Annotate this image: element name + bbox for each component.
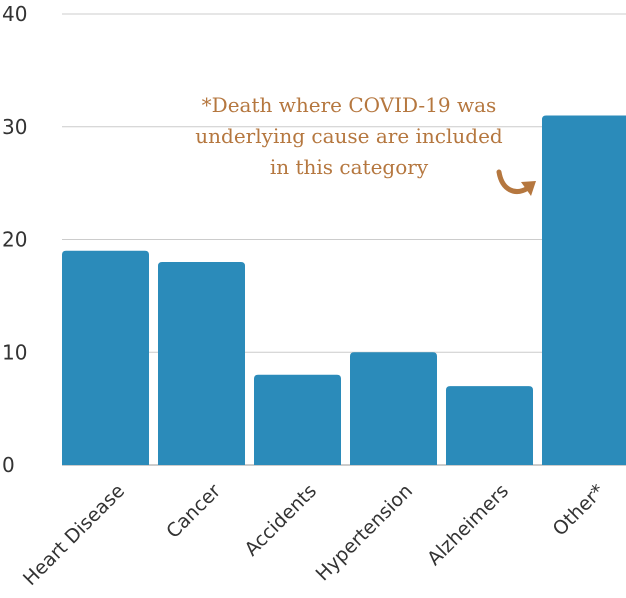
- x-tick-label: Accidents: [240, 480, 321, 561]
- y-tick-label: 10: [2, 340, 27, 364]
- x-axis-labels: Heart Disease Cancer AccidentsHypertension…: [19, 480, 609, 590]
- x-tick-label: Hypertension: [312, 480, 417, 585]
- x-tick-label: Heart Disease: [19, 480, 129, 590]
- bar: [158, 262, 245, 465]
- bar: [446, 386, 533, 465]
- annotation-line-2: underlying cause are included: [195, 124, 503, 148]
- bar: [350, 352, 437, 465]
- bar: [254, 374, 341, 465]
- annotation-line-3: in this category: [270, 155, 429, 179]
- y-tick-label: 0: [2, 453, 15, 477]
- y-axis-ticks: 0 10 20 30 40: [2, 2, 27, 477]
- x-tick-label: Alzheimers: [423, 480, 513, 570]
- curved-arrow-icon: [496, 169, 531, 194]
- x-tick-label: Cancer: [162, 480, 225, 543]
- annotation: *Death where COVID-19 was underlying cau…: [195, 93, 536, 196]
- bar: [542, 115, 626, 465]
- arrow-head-icon: [521, 181, 536, 196]
- bar: [62, 250, 149, 465]
- y-tick-label: 30: [2, 115, 27, 139]
- x-tick-label: Other*: [549, 480, 609, 540]
- y-tick-label: 40: [2, 2, 27, 26]
- bars: [62, 115, 626, 465]
- y-tick-label: 20: [2, 228, 27, 252]
- annotation-line-1: *Death where COVID-19 was: [202, 93, 497, 117]
